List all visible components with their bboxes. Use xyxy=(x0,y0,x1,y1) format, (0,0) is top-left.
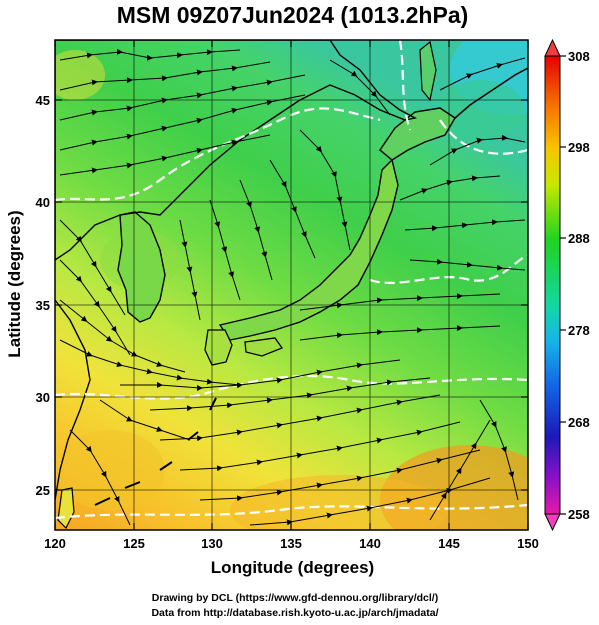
temperature-field xyxy=(55,40,528,530)
x-axis-label: Longitude (degrees) xyxy=(210,558,375,577)
y-tick-label: 40 xyxy=(36,195,50,210)
colorbar: 308 298 288 278 268 258 xyxy=(544,38,590,532)
y-tick-label: 30 xyxy=(36,390,50,405)
x-tick-label: 135 xyxy=(280,536,302,551)
grid-lines xyxy=(55,40,528,530)
colorbar-tick-label: 298 xyxy=(568,140,590,155)
y-tick-label: 35 xyxy=(36,298,50,313)
data-credit: Data from http://database.rish.kyoto-u.a… xyxy=(151,607,439,619)
colorbar-tick-label: 308 xyxy=(568,49,590,64)
colorbar-tick-label: 258 xyxy=(568,507,590,522)
x-tick-label: 150 xyxy=(517,536,539,551)
kuril-islands xyxy=(454,67,528,119)
x-tick-label: 140 xyxy=(359,536,381,551)
colorbar-tick-label: 288 xyxy=(568,231,590,246)
colorbar-gradient xyxy=(544,55,561,515)
colorbar-top-arrow xyxy=(544,38,561,57)
wind-streamlines xyxy=(59,48,526,526)
drawing-credit: Drawing by DCL (https://www.gfd-dennou.o… xyxy=(151,592,439,604)
x-tick-label: 125 xyxy=(123,536,145,551)
honshu xyxy=(218,158,399,341)
x-axis-tick-labels: 120 125 130 135 140 145 150 xyxy=(44,536,539,551)
x-axis-ticks xyxy=(54,40,529,530)
y-axis-tick-labels: 25 30 35 40 45 xyxy=(36,93,50,498)
x-tick-label: 145 xyxy=(438,536,460,551)
y-axis-label: Latitude (degrees) xyxy=(5,210,24,358)
y-axis-ticks xyxy=(55,99,528,491)
colorbar-tick-label: 278 xyxy=(568,323,590,338)
colorbar-bottom-arrow xyxy=(544,513,561,532)
shikoku xyxy=(244,337,284,357)
y-tick-label: 25 xyxy=(36,483,50,498)
x-tick-label: 130 xyxy=(201,536,223,551)
x-tick-label: 120 xyxy=(44,536,66,551)
y-tick-label: 45 xyxy=(36,93,50,108)
map-title: MSM 09Z07Jun2024 (1013.2hPa) xyxy=(116,2,469,28)
sakhalin xyxy=(419,40,437,102)
colorbar-tick-label: 268 xyxy=(568,415,590,430)
